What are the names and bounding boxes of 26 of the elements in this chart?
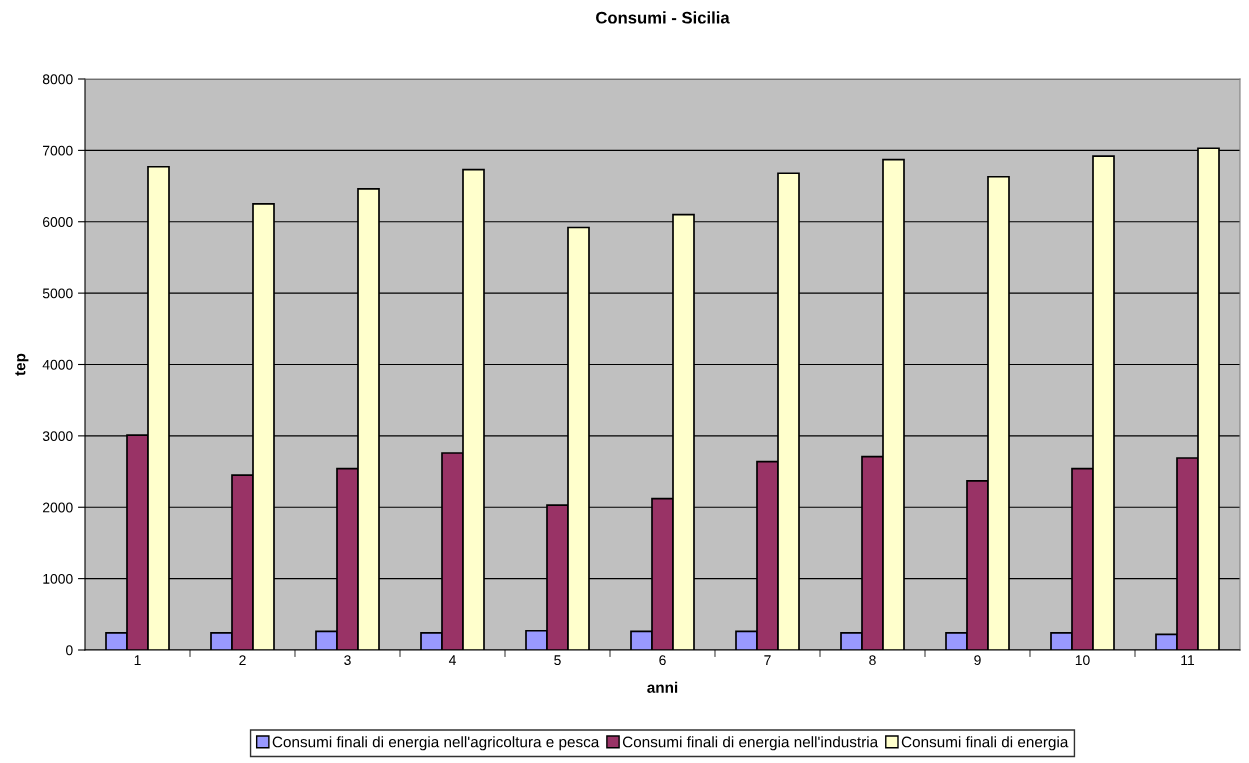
y-tick-label: 2000 — [43, 502, 73, 513]
y-tick-label: 1000 — [43, 573, 73, 584]
x-tick-label: 9 — [974, 655, 981, 666]
x-tick-label: 3 — [344, 655, 351, 666]
x-tick-label: 5 — [554, 655, 561, 666]
y-tick-label: 8000 — [42, 74, 73, 85]
x-tick-label: 6 — [659, 655, 666, 666]
x-tick-label: 11 — [1181, 655, 1195, 665]
x-tick-label: 4 — [448, 655, 456, 665]
x-tick-label: 7 — [764, 655, 771, 665]
y-axis-title: tep — [15, 353, 29, 376]
x-tick-label: 10 — [1075, 655, 1090, 666]
legend-label: Consumi finali di energia nell'industria — [622, 736, 879, 751]
legend-label: Consumi finali di energia — [901, 736, 1069, 751]
y-tick-label: 0 — [66, 645, 73, 656]
y-tick-label: 4000 — [42, 359, 73, 370]
x-tick-label: 2 — [239, 655, 246, 665]
legend-label: Consumi finali di energia nell'agricoltura e pesca — [272, 736, 600, 751]
x-tick-label: 8 — [869, 655, 876, 666]
y-tick-label: 6000 — [43, 217, 73, 227]
y-tick-label: 7000 — [43, 145, 73, 156]
x-axis-title: anni — [647, 681, 678, 693]
y-tick-label: 3000 — [42, 431, 73, 442]
chart-title: Consumi - Sicilia — [596, 11, 730, 24]
x-tick-label: 1 — [134, 655, 141, 665]
y-tick-label: 5000 — [42, 288, 73, 299]
